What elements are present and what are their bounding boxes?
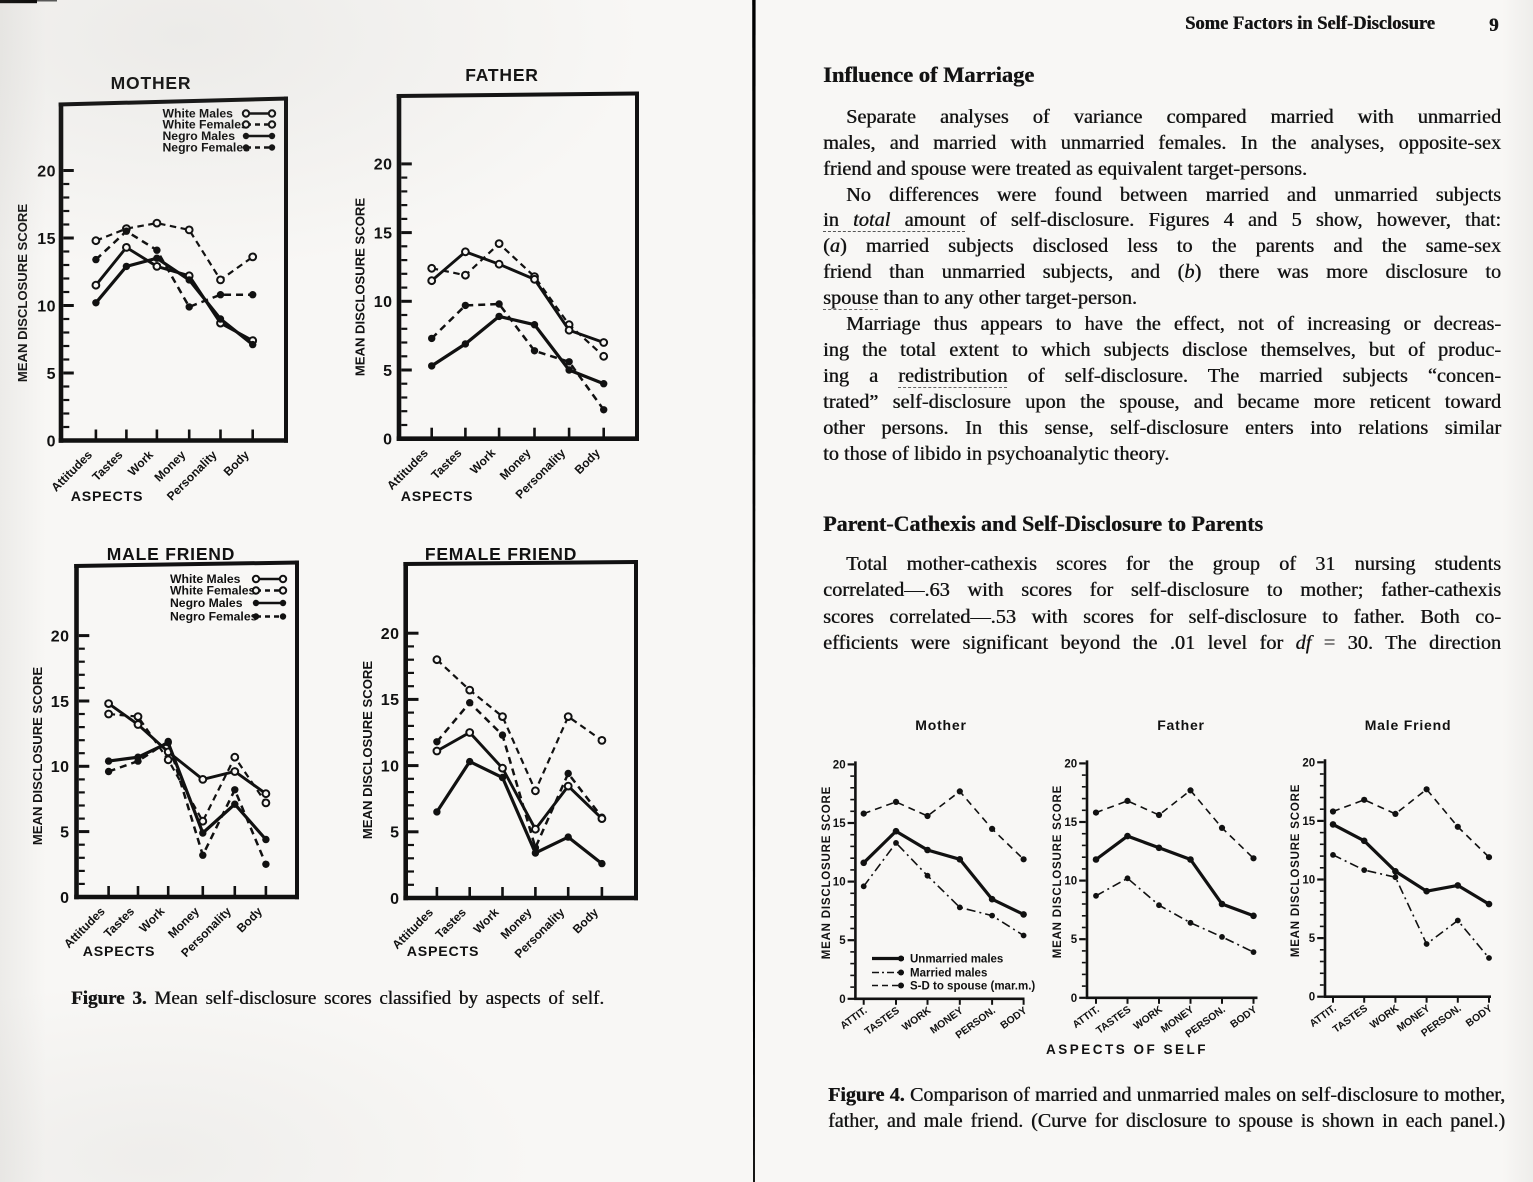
svg-text:Work: Work (136, 904, 167, 935)
svg-text:20: 20 (381, 626, 400, 643)
svg-text:20: 20 (37, 163, 56, 180)
svg-text:5: 5 (383, 363, 392, 380)
svg-text:10: 10 (51, 759, 70, 776)
svg-text:ASPECTS OF SELF: ASPECTS OF SELF (1046, 1042, 1208, 1057)
svg-text:15: 15 (833, 818, 846, 830)
svg-text:TASTES: TASTES (1095, 1004, 1134, 1036)
svg-text:0: 0 (383, 432, 392, 449)
svg-text:Negro Males: Negro Males (163, 129, 236, 143)
svg-text:5: 5 (60, 824, 69, 841)
svg-text:Married males: Married males (910, 968, 987, 980)
svg-text:Tastes: Tastes (428, 446, 464, 482)
svg-text:Tastes: Tastes (89, 447, 125, 483)
svg-text:White Females: White Females (163, 118, 249, 132)
svg-text:15: 15 (51, 694, 70, 711)
svg-text:FEMALE FRIEND: FEMALE FRIEND (425, 544, 577, 564)
svg-text:ASPECTS: ASPECTS (407, 944, 480, 960)
svg-text:Body: Body (570, 905, 601, 936)
svg-text:Father: Father (1157, 717, 1205, 733)
svg-text:Body: Body (572, 446, 603, 477)
svg-text:BODY: BODY (1464, 1003, 1495, 1029)
svg-text:BODY: BODY (1229, 1004, 1260, 1030)
svg-text:5: 5 (47, 366, 56, 383)
svg-text:15: 15 (1064, 817, 1077, 829)
svg-text:Attitudes: Attitudes (48, 447, 95, 494)
svg-text:MEAN DISCLOSURE SCORE: MEAN DISCLOSURE SCORE (15, 204, 30, 383)
svg-text:20: 20 (833, 759, 846, 771)
svg-text:Work: Work (467, 446, 498, 477)
svg-text:S-D to spouse (mar.m.): S-D to spouse (mar.m.) (910, 981, 1035, 993)
svg-text:15: 15 (1302, 816, 1315, 828)
svg-text:5: 5 (839, 935, 846, 947)
svg-text:0: 0 (1071, 993, 1077, 1005)
svg-text:0: 0 (390, 891, 399, 908)
svg-text:10: 10 (1302, 875, 1315, 887)
svg-text:MEAN DISCLOSURE SCORE: MEAN DISCLOSURE SCORE (821, 786, 833, 959)
svg-text:10: 10 (374, 294, 393, 311)
svg-text:MEAN DISCLOSURE SCORE: MEAN DISCLOSURE SCORE (1290, 784, 1302, 957)
svg-text:0: 0 (60, 890, 69, 907)
svg-text:Tastes: Tastes (433, 905, 469, 941)
svg-text:White Females: White Females (170, 584, 256, 598)
svg-text:MEAN DISCLOSURE SCORE: MEAN DISCLOSURE SCORE (30, 667, 45, 846)
svg-text:Negro Females: Negro Females (170, 610, 258, 624)
svg-text:Tastes: Tastes (101, 904, 137, 940)
svg-text:White Males: White Males (163, 107, 234, 121)
svg-text:Body: Body (221, 447, 252, 478)
svg-text:10: 10 (833, 877, 846, 889)
svg-text:BODY: BODY (999, 1005, 1030, 1031)
svg-text:White Males: White Males (170, 572, 241, 586)
svg-text:Attitudes: Attitudes (384, 446, 431, 493)
svg-text:Male Friend: Male Friend (1365, 717, 1452, 733)
svg-text:20: 20 (51, 628, 70, 645)
svg-text:10: 10 (381, 758, 400, 775)
svg-text:20: 20 (1302, 757, 1315, 769)
svg-text:FATHER: FATHER (465, 65, 539, 85)
svg-text:5: 5 (1071, 934, 1078, 946)
svg-text:MEAN DISCLOSURE SCORE: MEAN DISCLOSURE SCORE (1052, 785, 1064, 958)
svg-text:MOTHER: MOTHER (111, 73, 192, 93)
svg-text:20: 20 (1064, 758, 1077, 770)
svg-text:ASPECTS: ASPECTS (83, 944, 156, 960)
svg-text:TASTES: TASTES (1331, 1003, 1370, 1035)
svg-text:15: 15 (381, 692, 400, 709)
svg-text:MEAN DISCLOSURE SCORE: MEAN DISCLOSURE SCORE (360, 661, 375, 840)
svg-text:Negro Males: Negro Males (170, 596, 243, 610)
svg-text:MALE FRIEND: MALE FRIEND (107, 544, 235, 564)
svg-text:5: 5 (1309, 933, 1316, 945)
svg-text:10: 10 (37, 298, 56, 315)
svg-text:0: 0 (839, 994, 845, 1006)
svg-text:0: 0 (1309, 992, 1315, 1004)
svg-text:15: 15 (374, 225, 393, 242)
svg-text:15: 15 (37, 231, 56, 248)
svg-text:0: 0 (47, 433, 56, 450)
svg-text:Body: Body (234, 904, 265, 935)
svg-text:Negro Females: Negro Females (163, 141, 251, 155)
svg-text:TASTES: TASTES (863, 1005, 902, 1037)
svg-text:Unmarried males: Unmarried males (910, 954, 1003, 966)
svg-text:10: 10 (1064, 876, 1077, 888)
svg-text:MEAN DISCLOSURE SCORE: MEAN DISCLOSURE SCORE (353, 198, 368, 377)
svg-text:5: 5 (390, 825, 399, 842)
svg-text:Mother: Mother (915, 717, 966, 733)
svg-text:ASPECTS: ASPECTS (401, 489, 474, 505)
svg-text:ASPECTS: ASPECTS (71, 489, 144, 505)
svg-text:20: 20 (374, 157, 393, 174)
